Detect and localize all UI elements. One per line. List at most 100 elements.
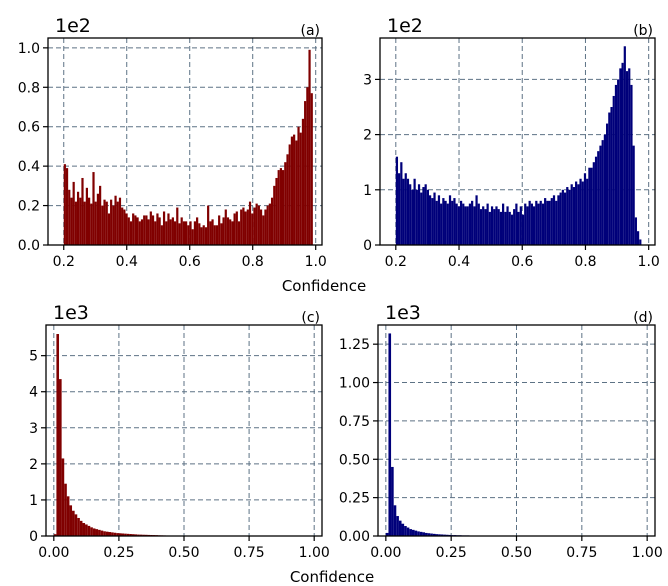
histogram-bar bbox=[398, 520, 402, 536]
histogram-bar bbox=[625, 71, 629, 246]
histogram-bar bbox=[121, 207, 124, 245]
histogram-bar bbox=[187, 225, 190, 245]
histogram-bar bbox=[568, 189, 571, 245]
histogram-bar bbox=[495, 206, 498, 245]
histogram-bar bbox=[570, 184, 573, 245]
x-tick-label: 0.75 bbox=[566, 545, 597, 561]
histogram-bar bbox=[442, 198, 445, 245]
histogram-bar bbox=[90, 527, 93, 536]
y-offset-label: 1e3 bbox=[53, 302, 89, 324]
histogram-bar bbox=[488, 211, 491, 245]
x-tick-label: 0.50 bbox=[168, 545, 199, 561]
histogram-bar bbox=[74, 514, 78, 536]
histogram-bar bbox=[493, 209, 496, 245]
histogram-bar bbox=[510, 214, 514, 245]
histogram-bar bbox=[193, 221, 197, 245]
histogram-bar bbox=[438, 534, 441, 536]
histogram-bar bbox=[504, 211, 507, 245]
histogram-bar bbox=[572, 187, 576, 245]
y-tick-label: 3 bbox=[363, 72, 372, 88]
histogram-bar bbox=[506, 206, 509, 245]
histogram-bar bbox=[636, 231, 640, 245]
histogram-bar bbox=[100, 530, 104, 536]
histogram-bar bbox=[211, 219, 214, 245]
histogram-bar bbox=[499, 211, 503, 245]
y-tick-label: 0 bbox=[363, 238, 372, 254]
histogram-bar bbox=[290, 136, 294, 245]
histogram-bar bbox=[207, 205, 210, 245]
x-tick-label: 0.00 bbox=[38, 545, 69, 561]
histogram-bar bbox=[440, 203, 443, 245]
histogram-bar bbox=[577, 184, 580, 245]
histogram-bar bbox=[559, 192, 562, 245]
histogram-bar bbox=[388, 333, 392, 536]
x-tick-label: 0.6 bbox=[511, 254, 533, 270]
histogram-bar bbox=[288, 144, 291, 245]
histogram-bar bbox=[597, 151, 600, 245]
histogram-bar bbox=[94, 201, 97, 245]
histogram-bar bbox=[140, 219, 144, 245]
histogram-bar bbox=[539, 200, 542, 245]
histogram-bar bbox=[189, 221, 192, 245]
histogram-bar bbox=[226, 217, 230, 245]
x-tick-label: 0.2 bbox=[385, 254, 407, 270]
histogram-bar bbox=[446, 203, 449, 245]
histogram-bar bbox=[76, 191, 80, 245]
x-tick-label: 0.4 bbox=[116, 254, 138, 270]
histogram-bar bbox=[224, 209, 227, 245]
y-tick-label: 1.25 bbox=[339, 337, 370, 353]
histogram-bar bbox=[129, 534, 132, 536]
histogram-bar bbox=[129, 221, 133, 245]
histogram-bar bbox=[273, 185, 276, 245]
histogram-bar bbox=[74, 201, 77, 245]
histogram-bar bbox=[244, 211, 247, 245]
histogram-bar bbox=[66, 496, 70, 536]
histogram-bar bbox=[546, 200, 549, 245]
histogram-bar bbox=[594, 156, 598, 245]
histogram-bar bbox=[409, 184, 412, 245]
histogram-bar bbox=[222, 217, 225, 245]
histogram-bar bbox=[156, 213, 159, 245]
histogram-bar bbox=[628, 68, 631, 245]
histogram-bar bbox=[72, 510, 75, 536]
histogram-bar bbox=[530, 203, 533, 245]
x-tick-label: 0.75 bbox=[234, 545, 265, 561]
histogram-bar bbox=[182, 221, 185, 245]
histogram-bar bbox=[459, 200, 463, 245]
histogram-bar bbox=[417, 184, 421, 245]
histogram-bar bbox=[114, 195, 117, 245]
histogram-bar bbox=[443, 534, 446, 536]
histogram-bar bbox=[240, 209, 243, 245]
histogram-bar bbox=[220, 223, 223, 245]
histogram-bar bbox=[532, 206, 536, 245]
histogram-bar bbox=[191, 229, 194, 245]
histogram-bar bbox=[105, 531, 109, 536]
histogram-bar bbox=[430, 533, 433, 536]
histogram-bar bbox=[178, 223, 181, 245]
histogram-bar bbox=[513, 209, 516, 245]
histogram-bar bbox=[550, 198, 553, 245]
histogram-bar bbox=[404, 173, 407, 245]
histogram-bar bbox=[396, 516, 399, 536]
panel-d: 0.00 0.25 0.50 0.75 1.00 0.00 0.25 0.50 0.75 1.00… bbox=[339, 302, 663, 561]
histogram-bar bbox=[453, 198, 456, 245]
histogram-bar bbox=[406, 527, 410, 536]
histogram-bar bbox=[286, 154, 289, 245]
y-tick-label: 0.8 bbox=[18, 80, 40, 96]
histogram-bar bbox=[284, 162, 287, 245]
y-tick-label: 0 bbox=[29, 529, 38, 545]
histogram-bar bbox=[632, 145, 635, 245]
histogram-bar bbox=[248, 201, 252, 245]
histogram-bar bbox=[242, 207, 245, 245]
y-tick-label: 0.2 bbox=[18, 199, 40, 215]
histogram-bar bbox=[411, 529, 415, 536]
histogram-bar bbox=[299, 132, 302, 245]
histogram-bar bbox=[422, 532, 426, 536]
histogram-bar bbox=[99, 185, 102, 245]
histogram-bar bbox=[85, 524, 88, 536]
histogram-bar bbox=[426, 189, 429, 245]
y-tick-label: 0.75 bbox=[339, 414, 370, 430]
histogram-bar bbox=[581, 181, 584, 245]
histogram-bar bbox=[435, 200, 438, 245]
histogram-bar bbox=[110, 199, 113, 245]
